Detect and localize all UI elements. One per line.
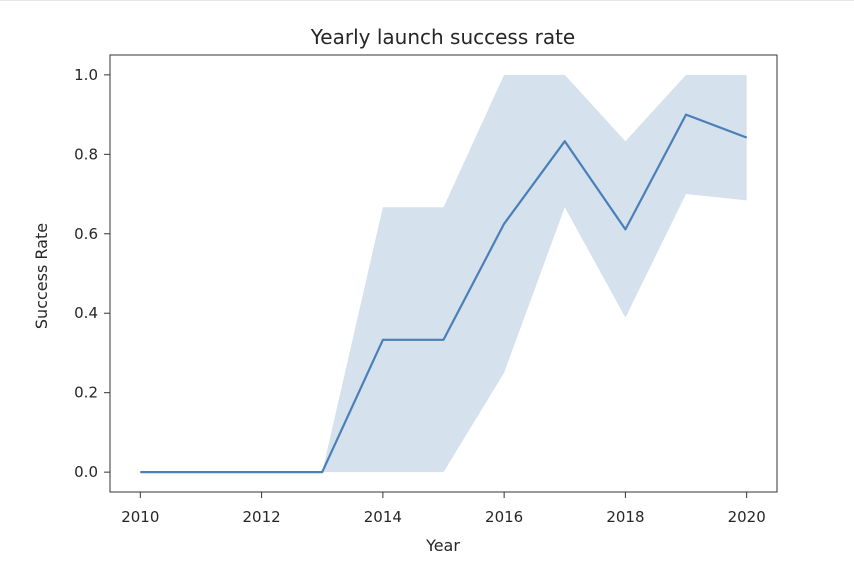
- plot-area: 2010 2012 2014 2016 2018 2020 0.0 0.2 0.4 0.6 0.8 1…: [74, 54, 778, 526]
- x-tick-label: 2012: [242, 508, 280, 526]
- y-tick-label: 1.0: [74, 66, 98, 84]
- series-line: [140, 113, 748, 474]
- x-axis-label: Year: [425, 536, 460, 555]
- y-tick-label: 0.4: [74, 304, 98, 322]
- x-tick-label: 2014: [364, 508, 402, 526]
- y-axis-label: Success Rate: [32, 223, 51, 329]
- confidence-band: [140, 74, 747, 473]
- x-tick-label: 2018: [606, 508, 644, 526]
- y-tick-label: 0.8: [74, 145, 98, 163]
- chart-title: Yearly launch success rate: [310, 25, 576, 49]
- x-tick-label: 2020: [728, 508, 766, 526]
- x-tick-label: 2010: [121, 508, 159, 526]
- y-tick-label: 0.0: [74, 463, 98, 481]
- x-tick-label: 2016: [485, 508, 523, 526]
- top-divider: [0, 0, 854, 1]
- y-tick-label: 0.2: [74, 384, 98, 402]
- axes-frame: [109, 54, 778, 493]
- y-tick-label: 0.6: [74, 225, 98, 243]
